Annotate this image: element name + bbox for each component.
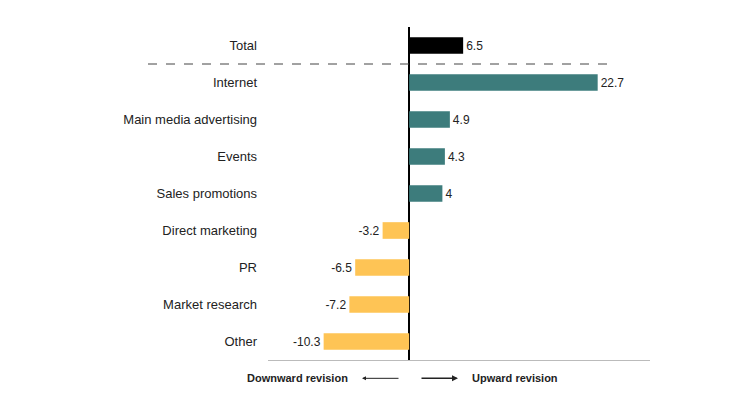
svg-text:4: 4 — [445, 187, 452, 201]
svg-text:-3.2: -3.2 — [359, 224, 380, 238]
svg-text:4.3: 4.3 — [448, 150, 465, 164]
svg-text:22.7: 22.7 — [601, 76, 625, 90]
svg-text:6.5: 6.5 — [466, 39, 483, 53]
svg-text:Upward revision: Upward revision — [472, 372, 558, 384]
svg-text:Direct marketing: Direct marketing — [162, 223, 257, 238]
svg-text:Market research: Market research — [163, 297, 257, 312]
svg-text:-7.2: -7.2 — [325, 298, 346, 312]
svg-text:PR: PR — [239, 260, 257, 275]
svg-text:Total: Total — [230, 38, 258, 53]
svg-text:Sales promotions: Sales promotions — [157, 186, 258, 201]
svg-text:-6.5: -6.5 — [331, 261, 352, 275]
svg-text:Events: Events — [217, 149, 257, 164]
svg-text:Downward revision: Downward revision — [247, 372, 348, 384]
svg-text:4.9: 4.9 — [453, 113, 470, 127]
svg-text:Internet: Internet — [213, 75, 257, 90]
svg-text:Other: Other — [224, 334, 257, 349]
svg-text:Main media advertising: Main media advertising — [123, 112, 257, 127]
svg-text:-10.3: -10.3 — [293, 335, 321, 349]
